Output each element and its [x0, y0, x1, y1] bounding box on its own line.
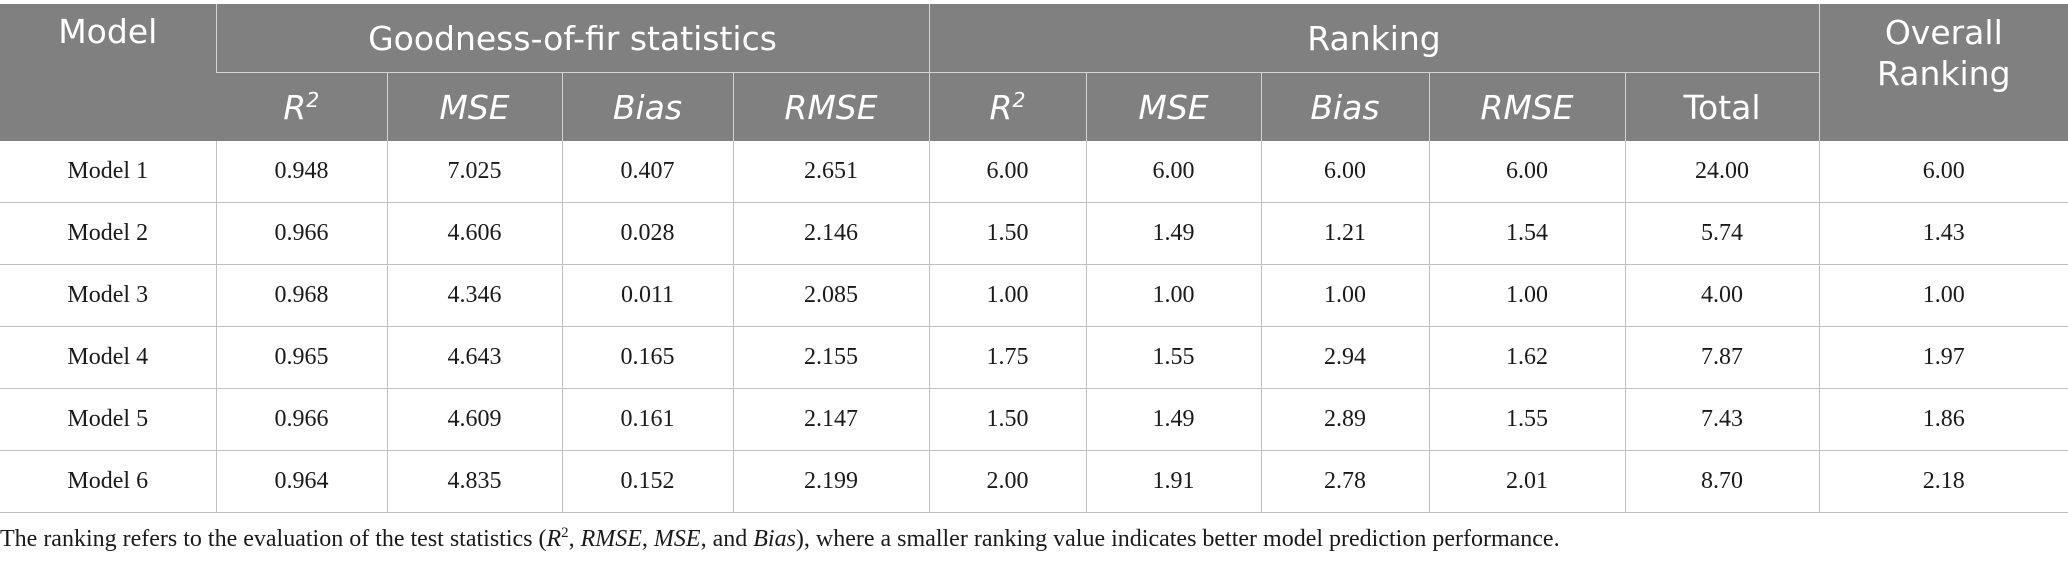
cell-rank-mse: 1.00 [1085, 264, 1261, 327]
cell-rank-mse: 1.49 [1085, 388, 1261, 451]
table-row: Model 4 0.965 4.643 0.165 2.155 1.75 1.5… [0, 326, 2068, 389]
cell-total: 24.00 [1624, 141, 1820, 203]
cell-total: 8.70 [1624, 450, 1820, 513]
cell-rank-mse: 1.49 [1085, 202, 1261, 265]
cell-rmse: 2.155 [732, 326, 929, 389]
header-bias: Bias [561, 72, 733, 141]
header-rmse: RMSE [732, 72, 929, 141]
cell-mse: 4.606 [386, 202, 562, 265]
cell-rank-bias: 2.89 [1260, 388, 1429, 451]
cell-rmse: 2.199 [732, 450, 929, 513]
table-row: Model 1 0.948 7.025 0.407 2.651 6.00 6.0… [0, 141, 2068, 203]
cell-total: 7.87 [1624, 326, 1820, 389]
header-overall-line2: Ranking [1877, 54, 2011, 93]
cell-model: Model 3 [0, 264, 216, 327]
cell-overall: 2.18 [1818, 450, 2068, 513]
cell-rank-bias: 2.94 [1260, 326, 1429, 389]
cell-mse: 4.609 [386, 388, 562, 451]
cell-rank-rmse: 1.55 [1428, 388, 1625, 451]
cell-r2: 0.968 [215, 264, 387, 327]
cell-total: 4.00 [1624, 264, 1820, 327]
cell-model: Model 4 [0, 326, 216, 389]
header-ranking-group: Ranking [928, 4, 1820, 73]
cell-overall: 6.00 [1818, 141, 2068, 203]
cell-rank-rmse: 2.01 [1428, 450, 1625, 513]
cell-model: Model 1 [0, 141, 216, 203]
header-goodness-of-fit-group: Goodness-of-fir statistics [215, 4, 929, 73]
table-container: Model Goodness-of-fir statistics Ranking… [0, 4, 2068, 513]
cell-rank-r2: 2.00 [928, 450, 1086, 513]
header-r2: R2 [216, 72, 387, 141]
cell-overall: 1.97 [1818, 326, 2068, 389]
cell-overall: 1.86 [1818, 388, 2068, 451]
cell-model: Model 2 [0, 202, 216, 265]
header-overall-ranking: Overall Ranking [1818, 4, 2068, 141]
cell-model: Model 5 [0, 388, 216, 451]
table-body: Model 1 0.948 7.025 0.407 2.651 6.00 6.0… [0, 141, 2068, 513]
cell-mse: 4.346 [386, 264, 562, 327]
header-model: Model [0, 4, 216, 141]
cell-rmse: 2.651 [732, 141, 929, 203]
cell-rank-r2: 6.00 [928, 141, 1086, 203]
cell-rank-rmse: 1.00 [1428, 264, 1625, 327]
cell-rmse: 2.146 [732, 202, 929, 265]
cell-overall: 1.00 [1818, 264, 2068, 327]
table-footnote: The ranking refers to the evaluation of … [0, 525, 1560, 552]
cell-rank-r2: 1.75 [928, 326, 1086, 389]
cell-rank-r2: 1.50 [928, 388, 1086, 451]
table-row: Model 6 0.964 4.835 0.152 2.199 2.00 1.9… [0, 450, 2068, 513]
cell-r2: 0.966 [215, 388, 387, 451]
cell-rank-bias: 1.00 [1260, 264, 1429, 327]
cell-bias: 0.165 [561, 326, 733, 389]
header-mse: MSE [386, 72, 562, 141]
cell-rank-r2: 1.00 [928, 264, 1086, 327]
cell-bias: 0.011 [561, 264, 733, 327]
cell-rank-bias: 6.00 [1260, 141, 1429, 203]
cell-rank-mse: 6.00 [1085, 141, 1261, 203]
cell-overall: 1.43 [1818, 202, 2068, 265]
cell-r2: 0.966 [215, 202, 387, 265]
cell-r2: 0.948 [215, 141, 387, 203]
cell-rmse: 2.147 [732, 388, 929, 451]
cell-rank-mse: 1.91 [1085, 450, 1261, 513]
cell-rank-rmse: 1.54 [1428, 202, 1625, 265]
header-rank-bias: Bias [1260, 72, 1429, 141]
cell-total: 7.43 [1624, 388, 1820, 451]
cell-bias: 0.028 [561, 202, 733, 265]
cell-rank-bias: 2.78 [1260, 450, 1429, 513]
cell-rank-r2: 1.50 [928, 202, 1086, 265]
cell-mse: 4.835 [386, 450, 562, 513]
cell-r2: 0.965 [215, 326, 387, 389]
cell-mse: 7.025 [386, 141, 562, 203]
header-rank-rmse: RMSE [1428, 72, 1625, 141]
cell-rank-rmse: 6.00 [1428, 141, 1625, 203]
cell-rank-bias: 1.21 [1260, 202, 1429, 265]
cell-rank-rmse: 1.62 [1428, 326, 1625, 389]
statistics-table: Model Goodness-of-fir statistics Ranking… [0, 4, 2068, 513]
header-overall-line1: Overall [1884, 13, 2003, 52]
cell-mse: 4.643 [386, 326, 562, 389]
header-rank-r2: R2 [928, 72, 1086, 141]
table-row: Model 5 0.966 4.609 0.161 2.147 1.50 1.4… [0, 388, 2068, 451]
cell-bias: 0.407 [561, 141, 733, 203]
cell-total: 5.74 [1624, 202, 1820, 265]
cell-r2: 0.964 [215, 450, 387, 513]
table-row: Model 2 0.966 4.606 0.028 2.146 1.50 1.4… [0, 202, 2068, 265]
table-row: Model 3 0.968 4.346 0.011 2.085 1.00 1.0… [0, 264, 2068, 327]
cell-rmse: 2.085 [732, 264, 929, 327]
cell-rank-mse: 1.55 [1085, 326, 1261, 389]
table-header: Model Goodness-of-fir statistics Ranking… [0, 4, 2068, 141]
header-total: Total [1624, 72, 1820, 141]
cell-model: Model 6 [0, 450, 216, 513]
cell-bias: 0.152 [561, 450, 733, 513]
header-rank-mse: MSE [1085, 72, 1261, 141]
cell-bias: 0.161 [561, 388, 733, 451]
